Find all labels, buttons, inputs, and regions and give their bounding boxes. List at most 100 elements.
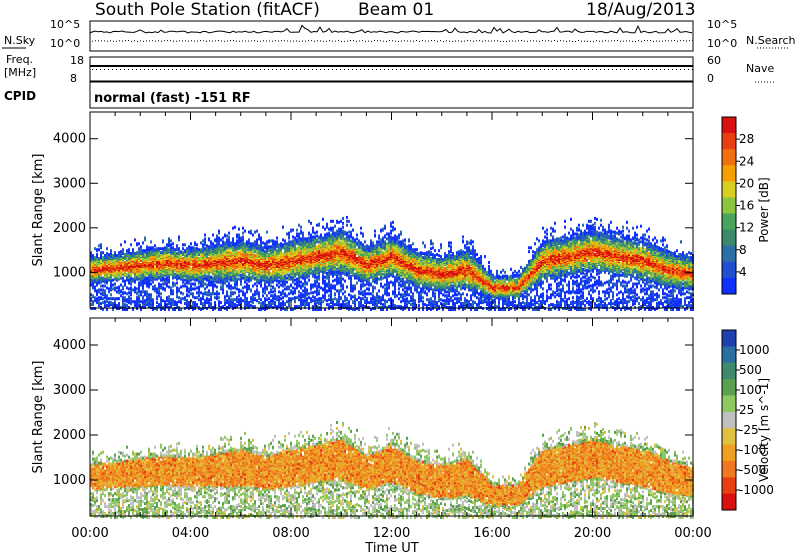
heatmap-cell: [118, 262, 120, 265]
nave-point: [116, 69, 117, 70]
nsearch-point: [230, 40, 231, 41]
heatmap-cell: [110, 284, 112, 287]
heatmap-cell: [164, 251, 166, 254]
heatmap-cell: [196, 247, 198, 250]
heatmap-cell: [326, 245, 328, 248]
heatmap-cell: [330, 265, 332, 268]
heatmap-cell: [254, 293, 256, 296]
heatmap-cell: [284, 287, 286, 290]
nave-point: [128, 69, 129, 70]
nsearch-point: [245, 41, 246, 42]
heatmap-cell: [306, 297, 308, 300]
heatmap-cell: [270, 299, 272, 302]
heatmap-cell: [104, 285, 106, 288]
nsearch-point: [539, 41, 540, 42]
heatmap-cell: [118, 251, 120, 254]
heatmap-cell: [126, 304, 128, 307]
nsearch-point: [320, 40, 321, 41]
heatmap-cell: [108, 301, 110, 304]
heatmap-cell: [290, 297, 292, 300]
heatmap-cell: [228, 236, 230, 239]
nsearch-point: [560, 40, 561, 41]
nsearch-point: [578, 40, 579, 41]
heatmap-cell: [218, 292, 220, 295]
nsearch-point: [365, 41, 366, 42]
heatmap-cell: [264, 250, 266, 253]
heatmap-cell: [242, 293, 244, 296]
nsearch-point: [269, 41, 270, 42]
nsearch-point: [686, 41, 687, 42]
heatmap-cell: [162, 286, 164, 289]
heatmap-cell: [190, 292, 192, 295]
nave-point: [232, 69, 233, 70]
heatmap-cell: [162, 283, 164, 286]
heatmap-cell: [184, 243, 186, 246]
nave-point: [400, 69, 401, 70]
nave-point: [492, 69, 493, 70]
heatmap-cell: [260, 248, 262, 251]
heatmap-cell: [232, 227, 234, 230]
heatmap-cell: [310, 297, 312, 300]
heatmap-cell: [304, 304, 306, 307]
nsearch-point: [605, 40, 606, 41]
heatmap-cell: [306, 288, 308, 291]
heatmap-cell: [228, 300, 230, 303]
nave-point: [292, 69, 293, 70]
heatmap-cell: [134, 300, 136, 303]
heatmap-cell: [326, 283, 328, 286]
heatmap-cell: [300, 285, 302, 288]
nave-point: [148, 69, 149, 70]
heatmap-cell: [246, 290, 248, 293]
heatmap-cell: [174, 248, 176, 251]
heatmap-cell: [124, 296, 126, 299]
heatmap-cell: [98, 257, 100, 260]
nave-point: [432, 69, 433, 70]
heatmap-cell: [288, 304, 290, 307]
heatmap-cell: [160, 251, 162, 254]
heatmap-cell: [222, 288, 224, 291]
heatmap-cell: [216, 244, 218, 247]
heatmap-cell: [110, 297, 112, 300]
heatmap-cell: [134, 252, 136, 255]
nave-point: [576, 69, 577, 70]
heatmap-cell: [104, 304, 106, 307]
heatmap-cell: [180, 297, 182, 300]
nave-point: [200, 69, 201, 70]
nsearch-point: [572, 41, 573, 42]
heatmap-cell: [278, 286, 280, 289]
heatmap-cell: [312, 247, 314, 250]
heatmap-cell: [142, 286, 144, 289]
heatmap-cell: [190, 283, 192, 286]
heatmap-cell: [168, 237, 170, 240]
heatmap-cell: [140, 284, 142, 287]
heatmap-cell: [144, 253, 146, 256]
heatmap-cell: [240, 237, 242, 240]
heatmap-cell: [320, 297, 322, 300]
nsearch-point: [548, 40, 549, 41]
heatmap-cell: [196, 291, 198, 294]
heatmap-cell: [250, 251, 252, 254]
heatmap-cell: [266, 243, 268, 246]
heatmap-cell: [168, 243, 170, 246]
noise-tick-low-right: 10^0: [707, 37, 737, 50]
heatmap-cell: [304, 283, 306, 286]
heatmap-cell: [330, 292, 332, 295]
heatmap-cell: [190, 288, 192, 291]
heatmap-cell: [150, 293, 152, 296]
heatmap-cell: [160, 275, 162, 278]
heatmap-cell: [200, 276, 202, 279]
heatmap-cell: [292, 297, 294, 300]
heatmap-cell: [332, 238, 334, 241]
heatmap-cell: [292, 250, 294, 253]
heatmap-cell: [290, 289, 292, 292]
nsearch-point: [92, 41, 93, 42]
heatmap-cell: [214, 284, 216, 287]
nsearch-point: [533, 40, 534, 41]
heatmap-cell: [280, 284, 282, 287]
nsearch-point: [95, 40, 96, 41]
heatmap-cell: [284, 242, 286, 245]
heatmap-cell: [294, 299, 296, 302]
heatmap-cell: [244, 286, 246, 289]
nave-label: Nave: [746, 62, 774, 75]
